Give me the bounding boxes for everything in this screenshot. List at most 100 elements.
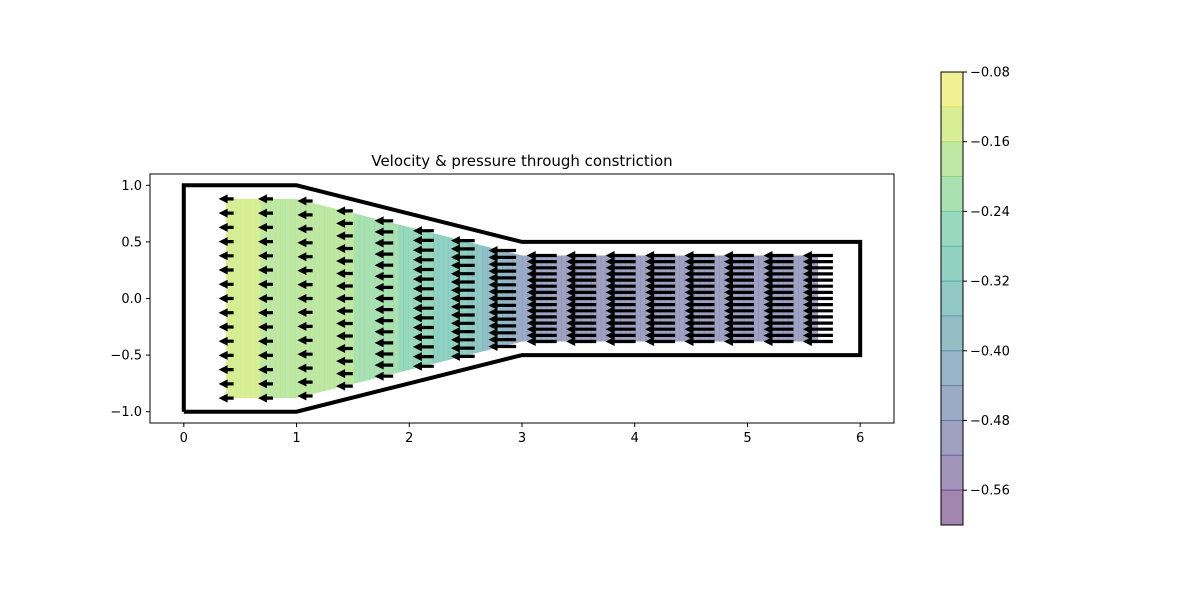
velocity-arrow — [802, 275, 833, 285]
velocity-arrow — [526, 269, 557, 279]
y-tick-label: 0.5 — [121, 235, 142, 250]
x-tick-label: 6 — [856, 431, 864, 446]
contour-band — [408, 227, 414, 370]
velocity-arrow — [605, 318, 636, 328]
velocity-arrow — [336, 231, 353, 241]
velocity-arrow — [488, 307, 517, 317]
velocity-arrow — [297, 377, 313, 387]
velocity-arrow — [605, 281, 636, 291]
plot-area: 0 1 2 3 4 5 6 1.0 0.5 0.0 −0.5 −1.0 Velocity & pre… — [110, 152, 895, 446]
contour-band — [329, 207, 335, 390]
velocity-arrow — [336, 306, 353, 316]
velocity-arrow — [724, 281, 754, 291]
y-tick-label: 1.0 — [121, 179, 142, 194]
velocity-arrow — [218, 336, 234, 346]
contour-band — [240, 198, 246, 399]
velocity-arrow — [450, 335, 475, 345]
velocity-arrow — [605, 337, 636, 346]
velocity-arrow — [258, 393, 273, 403]
velocity-arrow — [763, 337, 794, 346]
colorbar-ticks: −0.08 −0.16 −0.24 −0.32 −0.40 −0.48 −0.56 — [963, 66, 1010, 499]
x-tick-label: 0 — [180, 431, 188, 446]
velocity-arrow — [526, 281, 557, 291]
velocity-arrow — [297, 349, 313, 359]
velocity-arrow — [488, 273, 517, 283]
velocity-arrow — [802, 330, 833, 340]
velocity-arrow — [258, 322, 273, 332]
contour-band — [369, 217, 375, 380]
velocity-arrow — [526, 287, 557, 297]
velocity-arrow — [488, 252, 517, 262]
velocity-arrow — [763, 312, 794, 322]
velocity-arrow — [566, 312, 597, 322]
velocity-arrow — [802, 281, 833, 291]
velocity-arrow — [802, 287, 833, 297]
velocity-arrow — [297, 307, 313, 317]
velocity-arrow — [684, 281, 715, 291]
velocity-arrow — [374, 349, 394, 359]
x-axis: 0 1 2 3 4 5 6 — [180, 423, 864, 446]
velocity-arrow — [412, 332, 434, 342]
contour-band — [403, 225, 409, 372]
velocity-arrow — [336, 244, 353, 253]
velocity-arrow — [684, 306, 715, 316]
velocity-arrow — [566, 318, 597, 328]
velocity-arrow — [526, 306, 557, 316]
velocity-arrow — [450, 351, 475, 361]
velocity-arrow — [218, 393, 234, 403]
velocity-arrow — [450, 269, 475, 279]
contour-band — [714, 255, 720, 342]
velocity-arrow — [374, 338, 394, 348]
velocity-arrow — [526, 275, 557, 285]
contour-band — [443, 235, 449, 362]
contour-band — [640, 255, 646, 342]
colorbar-band — [941, 72, 963, 107]
colorbar-band — [941, 420, 963, 456]
velocity-arrow — [684, 318, 715, 328]
velocity-arrow — [645, 324, 676, 334]
velocity-arrow — [412, 226, 434, 236]
velocity-arrow — [566, 251, 597, 260]
contour-band — [719, 255, 725, 342]
contour-band — [793, 255, 799, 342]
contour-band — [674, 255, 680, 342]
contour-band — [359, 214, 365, 383]
velocity-arrow — [450, 302, 475, 312]
velocity-arrow — [605, 306, 636, 316]
velocity-arrow — [645, 306, 676, 316]
velocity-arrow — [566, 263, 597, 273]
velocity-arrow — [645, 269, 676, 279]
velocity-arrow — [297, 210, 313, 220]
velocity-arrow — [763, 300, 794, 310]
velocity-arrow — [684, 294, 715, 303]
velocity-arrow — [450, 277, 475, 287]
velocity-arrow — [802, 312, 833, 322]
velocity-arrow — [526, 337, 557, 346]
velocity-arrow — [450, 260, 475, 270]
velocity-arrow — [488, 342, 517, 351]
velocity-arrow — [645, 330, 676, 340]
velocity-arrow — [605, 324, 636, 334]
velocity-arrow — [412, 303, 434, 313]
colorbar-band — [941, 490, 963, 525]
velocity-arrow — [645, 263, 676, 273]
velocity-arrow — [218, 379, 234, 389]
velocity-arrow — [526, 318, 557, 328]
velocity-arrow — [724, 306, 754, 316]
velocity-arrows — [218, 194, 833, 403]
velocity-arrow — [374, 327, 394, 337]
y-tick-label: −0.5 — [110, 349, 142, 364]
contour-band — [472, 243, 478, 354]
velocity-arrow — [566, 287, 597, 297]
velocity-arrow — [258, 294, 273, 303]
y-tick-label: 0.0 — [121, 292, 142, 307]
velocity-arrow — [488, 280, 517, 290]
velocity-arrow — [336, 356, 353, 366]
velocity-arrow — [218, 322, 234, 332]
velocity-arrow — [645, 318, 676, 328]
velocity-arrow — [802, 251, 833, 260]
velocity-arrow — [297, 224, 313, 234]
velocity-arrow — [258, 222, 273, 232]
velocity-arrow — [258, 336, 273, 346]
velocity-arrow — [336, 331, 353, 341]
